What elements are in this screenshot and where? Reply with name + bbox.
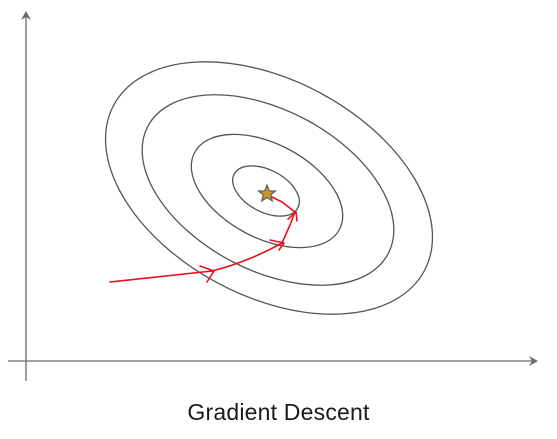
path-step-3-arrowhead: [287, 211, 298, 222]
contour-ring-1: [104, 61, 434, 315]
contour-lines: [104, 61, 434, 315]
axes: [8, 11, 538, 381]
path-step-4: [267, 194, 296, 213]
contour-ring-4: [232, 165, 300, 217]
contour-ring-3: [190, 133, 344, 249]
path-step-3: [281, 211, 296, 244]
star-icon: [257, 183, 277, 203]
path-step-2: [211, 242, 283, 272]
descent-path: [109, 194, 298, 283]
diagram-caption: Gradient Descent: [187, 399, 370, 425]
path-step-1: [109, 270, 213, 283]
path-step-2-arrowhead: [269, 239, 285, 251]
contour-ring-2: [141, 94, 395, 286]
